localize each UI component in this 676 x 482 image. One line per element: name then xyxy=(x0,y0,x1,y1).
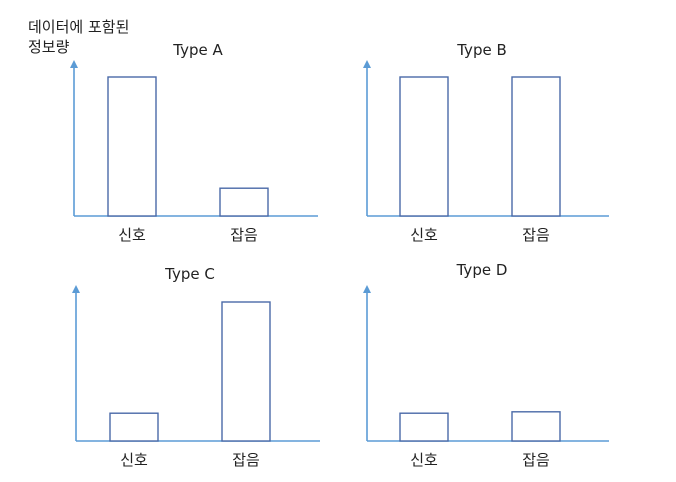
bar-signal xyxy=(109,412,159,442)
chart-title: Type B xyxy=(456,41,507,59)
bar-signal xyxy=(107,76,157,217)
bar-noise xyxy=(511,76,561,217)
x-tick-label: 신호 xyxy=(118,226,146,244)
chart-panel-3: Type C 신호 잡음 xyxy=(72,265,320,469)
x-tick-label: 잡음 xyxy=(522,226,550,244)
chart-title: Type D xyxy=(456,261,508,279)
chart-panel-1: Type A 신호 잡음 xyxy=(70,41,318,244)
chart-title: Type C xyxy=(164,265,215,283)
bar-noise xyxy=(221,301,271,442)
bar-noise xyxy=(511,411,561,442)
bar-signal xyxy=(399,76,449,217)
chart-title: Type A xyxy=(172,41,223,59)
y-axis-label-line2: 정보량 xyxy=(28,38,70,56)
x-tick-label: 신호 xyxy=(120,451,148,469)
y-axis-arrow-icon xyxy=(72,285,80,293)
x-tick-label: 잡음 xyxy=(230,226,258,244)
bar-noise xyxy=(219,187,269,217)
y-axis-label-line1: 데이터에 포함된 xyxy=(28,18,130,36)
bar-signal xyxy=(399,412,449,442)
y-axis-arrow-icon xyxy=(363,60,371,68)
x-tick-label: 신호 xyxy=(410,226,438,244)
x-tick-label: 신호 xyxy=(410,451,438,469)
chart-panel-2: Type B 신호 잡음 xyxy=(363,41,609,244)
x-tick-label: 잡음 xyxy=(232,451,260,469)
chart-panel-4: Type D 신호 잡음 xyxy=(363,261,609,469)
y-axis-label: 데이터에 포함된 정보량 xyxy=(28,17,129,57)
x-tick-label: 잡음 xyxy=(522,451,550,469)
y-axis-arrow-icon xyxy=(70,60,78,68)
y-axis-arrow-icon xyxy=(363,285,371,293)
